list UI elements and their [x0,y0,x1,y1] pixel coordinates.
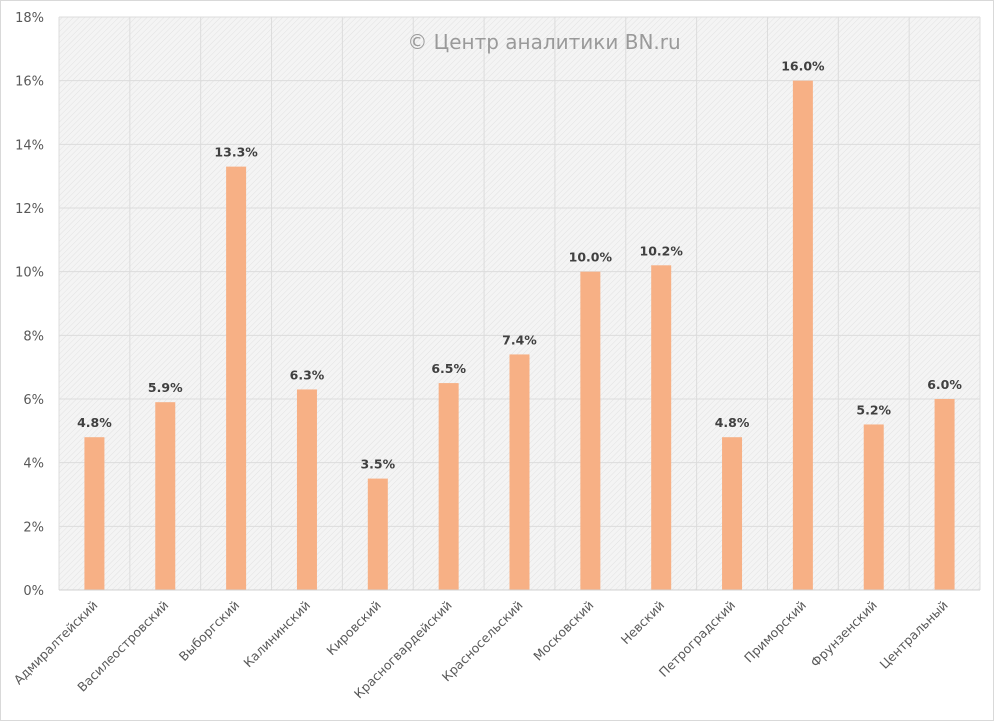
data-label: 4.8% [715,415,750,430]
bar [863,424,884,590]
data-label: 5.9% [148,380,183,395]
data-label: 4.8% [77,415,112,430]
data-label: 6.0% [927,377,962,392]
data-label: 10.2% [640,243,684,258]
data-label: 6.5% [431,361,466,376]
bar [155,402,176,590]
data-label: 5.2% [856,402,891,417]
y-tick-label: 2% [23,520,44,535]
bar [296,389,317,590]
x-category-label: Невский [618,598,668,648]
y-tick-label: 8% [23,329,44,344]
bar [580,271,601,590]
y-tick-label: 0% [23,584,44,599]
data-label: 6.3% [290,367,325,382]
bar [509,354,530,590]
y-tick-label: 10% [15,266,44,281]
x-category-label: Фрунзенский [807,598,879,670]
bar [226,166,247,590]
y-tick-label: 16% [15,75,44,90]
bar [438,383,459,590]
bar [934,399,955,590]
x-category-label: Кировский [323,598,384,659]
y-tick-label: 14% [15,138,44,153]
x-category-label: Московский [530,598,596,664]
y-tick-label: 18% [15,11,44,26]
data-label: 10.0% [569,250,613,265]
x-category-label: Выборгский [176,598,242,664]
bar [792,80,813,591]
bars [84,80,955,591]
data-labels: 4.8% 5.9% 13.3% 6.3% 3.5% 6.5% 7.4% 10.0% 10.2% 4… [77,59,962,472]
data-label: 13.3% [214,145,258,160]
bar [84,437,105,590]
x-category-label: Приморский [741,598,809,666]
y-tick-label: 12% [15,202,44,217]
data-label: 7.4% [502,332,537,347]
x-category-label: Петроградский [656,598,738,680]
vertical-gridlines [58,17,981,590]
y-tick-label: 4% [23,457,44,472]
data-label: 3.5% [360,457,395,472]
data-label: 16.0% [781,59,825,74]
bar [367,478,388,590]
watermark: © Центр аналитики BN.ru [407,30,680,54]
x-category-label: Центральный [876,598,950,672]
y-axis-tick-labels: 0% 2% 4% 6% 8% 10% 12% 14% 16% 18% [15,11,44,599]
bar [651,265,672,590]
bar [722,437,743,590]
y-tick-label: 6% [23,393,44,408]
x-category-label: Калининский [240,598,313,671]
